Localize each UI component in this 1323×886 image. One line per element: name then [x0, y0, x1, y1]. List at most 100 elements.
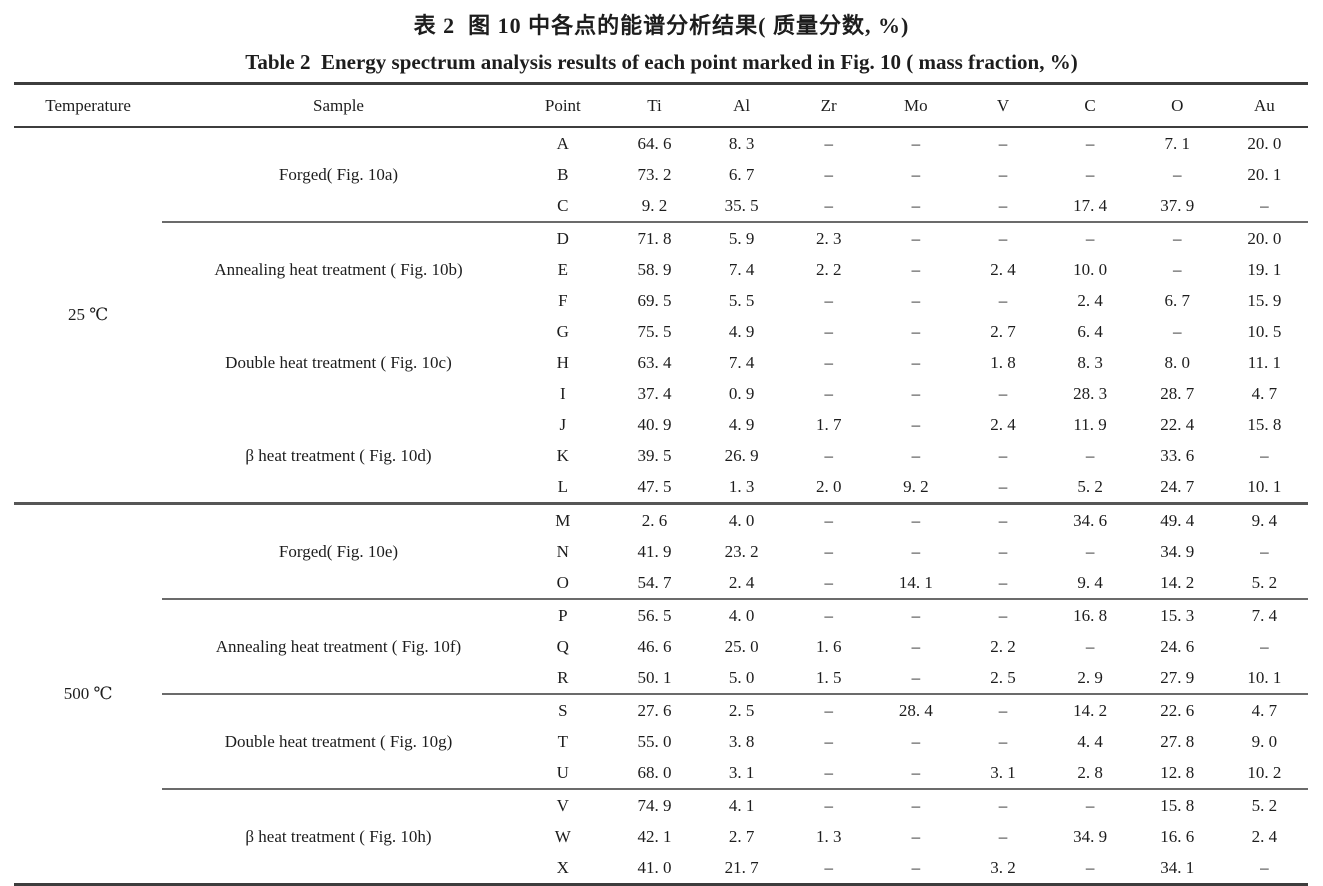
- value-cell: –: [785, 502, 873, 536]
- value-cell: 4. 0: [698, 598, 786, 631]
- value-cell: 54. 7: [637, 572, 672, 592]
- value-cell: 75. 5: [637, 321, 672, 341]
- value-cell: 22. 4: [1160, 414, 1195, 434]
- table-caption-zh: 表 2 图 10 中各点的能谱分析结果( 质量分数, %): [413, 13, 910, 38]
- value-cell: –: [1046, 788, 1134, 821]
- value-cell: –: [911, 195, 921, 215]
- value-cell: 2. 2: [815, 259, 842, 279]
- value-cell: 34. 9: [1073, 826, 1108, 846]
- point-cell: T: [557, 731, 569, 751]
- value-cell: 41. 9: [637, 541, 672, 561]
- value-cell: 68. 0: [637, 762, 672, 782]
- value-cell: 3. 8: [728, 731, 755, 751]
- value-cell: –: [824, 164, 833, 184]
- table-row: R 50. 1 5. 0 1. 5 – 2. 5 2. 9 27. 9 10. 1: [14, 662, 1308, 694]
- table-row: I 37. 4 0. 9 – – – 28. 3 28. 7 4. 7: [14, 378, 1308, 409]
- value-cell: 17. 4: [1073, 195, 1108, 215]
- value-cell: 15. 8: [1133, 788, 1221, 821]
- sample-cell: Annealing heat treatment ( Fig. 10f): [162, 598, 515, 694]
- value-cell: 2. 7: [728, 826, 755, 846]
- value-cell: 14. 1: [898, 572, 933, 592]
- value-cell: 10. 5: [1247, 321, 1282, 341]
- table-row: B 73. 2 6. 7 – – – – – 20. 1: [14, 159, 1308, 190]
- point-cell: F: [558, 290, 568, 310]
- value-cell: 4. 9: [728, 321, 755, 341]
- value-cell: 2. 9: [1077, 667, 1103, 687]
- table-row: Annealing heat treatment ( Fig. 10f) P 56.…: [14, 598, 1308, 694]
- value-cell: –: [824, 195, 833, 215]
- sample-cell: β heat treatment ( Fig. 10d): [245, 445, 432, 465]
- value-cell: 14. 2: [1046, 693, 1134, 726]
- value-cell: 7. 4: [728, 352, 755, 372]
- value-cell: 20. 1: [1247, 164, 1282, 184]
- table-row: Annealing heat treatment ( Fig. 10b) D 71.…: [14, 221, 1308, 316]
- value-cell: –: [959, 788, 1047, 821]
- col-header-o: O: [1133, 83, 1221, 128]
- value-cell: 8. 3: [1077, 352, 1103, 372]
- value-cell: –: [998, 541, 1008, 561]
- value-cell: 2. 0: [815, 476, 842, 496]
- value-cell: –: [959, 502, 1047, 536]
- table-row: F 69. 5 5. 5 – – – 2. 4 6. 7 15. 9: [14, 285, 1308, 316]
- value-cell: –: [785, 788, 873, 821]
- value-cell: –: [1085, 133, 1095, 153]
- value-cell: 2. 4: [990, 259, 1016, 279]
- value-cell: –: [911, 731, 921, 751]
- point-cell: V: [514, 788, 611, 821]
- value-cell: 35. 5: [724, 195, 759, 215]
- value-cell: –: [1260, 445, 1269, 465]
- value-cell: 34. 9: [1160, 541, 1195, 561]
- value-cell: –: [911, 164, 921, 184]
- value-cell: 58. 9: [637, 259, 672, 279]
- value-cell: 11. 1: [1247, 352, 1282, 372]
- sample-cell: Forged( Fig. 10a): [278, 164, 399, 184]
- value-cell: –: [872, 788, 960, 821]
- value-cell: –: [824, 762, 833, 782]
- value-cell: 0. 9: [728, 383, 755, 403]
- value-cell: –: [824, 383, 833, 403]
- value-cell: –: [824, 541, 833, 561]
- value-cell: 6. 7: [728, 164, 755, 184]
- value-cell: –: [998, 133, 1008, 153]
- value-cell: –: [872, 221, 960, 254]
- value-cell: 2. 5: [990, 667, 1016, 687]
- value-cell: 5. 0: [728, 667, 755, 687]
- point-cell: W: [554, 826, 571, 846]
- value-cell: 28. 7: [1160, 383, 1195, 403]
- value-cell: 28. 3: [1073, 383, 1108, 403]
- col-header-point: Point: [514, 83, 611, 128]
- col-header-temperature: Temperature: [14, 83, 163, 128]
- value-cell: 8. 0: [1164, 352, 1190, 372]
- header-row: Temperature Sample Point Ti Al Zr Mo V C…: [14, 83, 1308, 128]
- value-cell: –: [1085, 857, 1095, 877]
- point-cell: P: [514, 598, 611, 631]
- value-cell: –: [998, 290, 1008, 310]
- value-cell: –: [872, 502, 960, 536]
- value-cell: 8. 3: [728, 133, 755, 153]
- temperature-cell: 25 ℃: [67, 305, 109, 324]
- value-cell: 2. 7: [990, 321, 1016, 341]
- value-cell: 24. 6: [1160, 636, 1195, 656]
- sample-cell: Annealing heat treatment ( Fig. 10b): [162, 221, 515, 316]
- value-cell: 9. 4: [1077, 572, 1103, 592]
- value-cell: 39. 5: [637, 445, 672, 465]
- value-cell: 2. 8: [1077, 762, 1103, 782]
- value-cell: 10. 2: [1247, 762, 1282, 782]
- point-cell: A: [556, 133, 569, 153]
- value-cell: 27. 6: [610, 693, 699, 726]
- value-cell: –: [1260, 541, 1269, 561]
- value-cell: 6. 7: [1164, 290, 1190, 310]
- value-cell: 26. 9: [724, 445, 759, 465]
- value-cell: 16. 6: [1160, 826, 1195, 846]
- value-cell: –: [911, 667, 921, 687]
- value-cell: 5. 2: [1220, 788, 1308, 821]
- table-row: β heat treatment ( Fig. 10h) V 74. 9 4. 1– –…: [14, 788, 1308, 885]
- value-cell: 2. 3: [785, 221, 873, 254]
- value-cell: 27. 9: [1160, 667, 1195, 687]
- value-cell: 6. 4: [1077, 321, 1103, 341]
- value-cell: 1. 8: [990, 352, 1016, 372]
- col-header-c: C: [1046, 83, 1134, 128]
- col-header-au: Au: [1220, 83, 1308, 128]
- value-cell: –: [911, 445, 921, 465]
